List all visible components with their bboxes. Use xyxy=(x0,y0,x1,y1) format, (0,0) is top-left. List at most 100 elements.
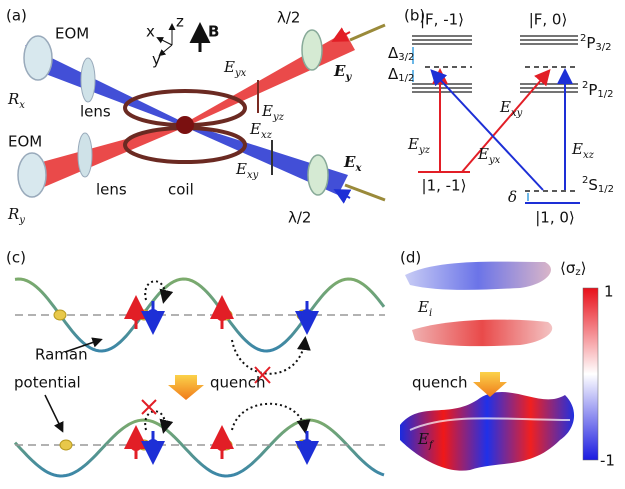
base: E xyxy=(477,145,489,163)
fiber xyxy=(345,185,385,200)
open: ⟨σ xyxy=(560,259,576,277)
base: E xyxy=(249,120,261,138)
sub: 1/2 xyxy=(597,89,613,100)
sub: xz xyxy=(261,130,273,141)
state-label: |1, 0⟩ xyxy=(535,209,575,227)
colorbar-tick: -1 xyxy=(600,452,615,470)
eom-bottom xyxy=(18,153,46,197)
colorbar xyxy=(583,288,598,460)
label: Rx xyxy=(7,90,25,111)
spin-dot xyxy=(301,309,313,321)
label: Eyz xyxy=(407,135,431,156)
base: E xyxy=(407,135,419,153)
label: Exz xyxy=(571,140,595,161)
sub: x xyxy=(354,163,362,174)
base: E xyxy=(571,140,583,158)
label: λ/2 xyxy=(277,9,300,27)
label: Exy xyxy=(235,160,259,181)
close: ⟩ xyxy=(581,259,587,277)
state-label: |F, 0⟩ xyxy=(529,11,568,29)
label: EOM xyxy=(55,25,89,43)
label: Ex xyxy=(343,153,362,174)
waveplate-bottom xyxy=(308,155,328,195)
waveplate-top xyxy=(302,30,322,70)
spin-dot xyxy=(216,309,228,321)
panel-d: (d) ⟨σz⟩ Ei 1 quench Ef -1 xyxy=(400,249,615,471)
spin-dot xyxy=(216,439,228,451)
term-label: 2S1/2 xyxy=(582,175,614,195)
surface-initial-upper xyxy=(405,262,551,290)
label: δ xyxy=(508,188,517,206)
base: E xyxy=(223,58,235,76)
sub: 1/2 xyxy=(398,73,414,84)
label: lens xyxy=(80,103,111,121)
sub: 3/2 xyxy=(398,52,414,63)
colorbar-title: ⟨σz⟩ xyxy=(560,259,586,279)
panel-a: (a) EOM lens Rx x y z B λ/2 Eyx Eyz Ey E… xyxy=(6,7,385,227)
colorbar-tick: 1 xyxy=(604,283,614,301)
spin-dot xyxy=(301,439,313,451)
label: Eyx xyxy=(477,145,501,166)
sub: x xyxy=(19,100,25,111)
label: potential xyxy=(14,374,81,392)
label: lens xyxy=(96,181,127,199)
sub: y xyxy=(18,215,25,226)
page: Figure body { margin: 0; background: #ff… xyxy=(0,0,625,489)
sub: yx xyxy=(488,155,501,166)
base: E xyxy=(235,160,247,178)
term-label: 2P1/2 xyxy=(582,80,614,100)
spin-dot xyxy=(147,439,159,451)
pointer xyxy=(45,395,62,430)
axis-x xyxy=(158,38,172,45)
atom xyxy=(60,440,72,450)
base: E xyxy=(417,298,429,316)
panel-c: (c) Raman potential quench xyxy=(6,249,385,477)
label: Δ3/2 xyxy=(388,44,414,64)
fiber xyxy=(350,25,385,40)
label: EOM xyxy=(8,133,42,151)
label: quench xyxy=(210,374,266,392)
axis-y xyxy=(160,45,172,55)
label: B xyxy=(208,23,219,41)
quench-arrow xyxy=(168,375,204,400)
state-label: |1, -1⟩ xyxy=(422,177,467,195)
label: Eyz xyxy=(261,102,285,123)
base: R xyxy=(7,90,19,108)
hop-arrow xyxy=(232,404,305,430)
base: E xyxy=(417,430,429,448)
label: Ry xyxy=(7,205,25,226)
term-label: 2P3/2 xyxy=(580,33,612,53)
label: Δ1/2 xyxy=(388,65,414,85)
body: {"panel_a": {"label": "(a)", "eom_top": … xyxy=(0,0,625,489)
transition xyxy=(462,72,548,172)
label: z xyxy=(176,13,184,31)
label: Eyx xyxy=(223,58,247,79)
label: Exz xyxy=(249,120,273,141)
sub: i xyxy=(429,308,432,319)
base: P xyxy=(588,81,597,99)
spin-dot xyxy=(147,309,159,321)
state-label: |F, -1⟩ xyxy=(420,11,464,29)
base: E xyxy=(499,98,511,116)
panel-label: (a) xyxy=(6,7,27,25)
atom xyxy=(54,310,66,320)
sub: xy xyxy=(247,170,259,181)
in-arrow xyxy=(337,191,350,198)
sub: 3/2 xyxy=(595,42,611,53)
eom-top xyxy=(24,36,52,80)
base: E xyxy=(261,102,273,120)
base: R xyxy=(7,205,19,223)
panel-label: (c) xyxy=(6,249,26,267)
panel-label: (d) xyxy=(400,249,421,267)
sub: xz xyxy=(583,150,595,161)
lens-bottom xyxy=(78,133,92,177)
base: E xyxy=(343,153,356,171)
sub: yz xyxy=(272,112,285,123)
spin-dot xyxy=(130,309,142,321)
label: Raman xyxy=(35,346,88,364)
label: coil xyxy=(168,181,194,199)
sub: 1/2 xyxy=(598,184,614,195)
sub: yz xyxy=(418,145,431,156)
base: E xyxy=(333,62,346,80)
label: Exy xyxy=(499,98,523,119)
